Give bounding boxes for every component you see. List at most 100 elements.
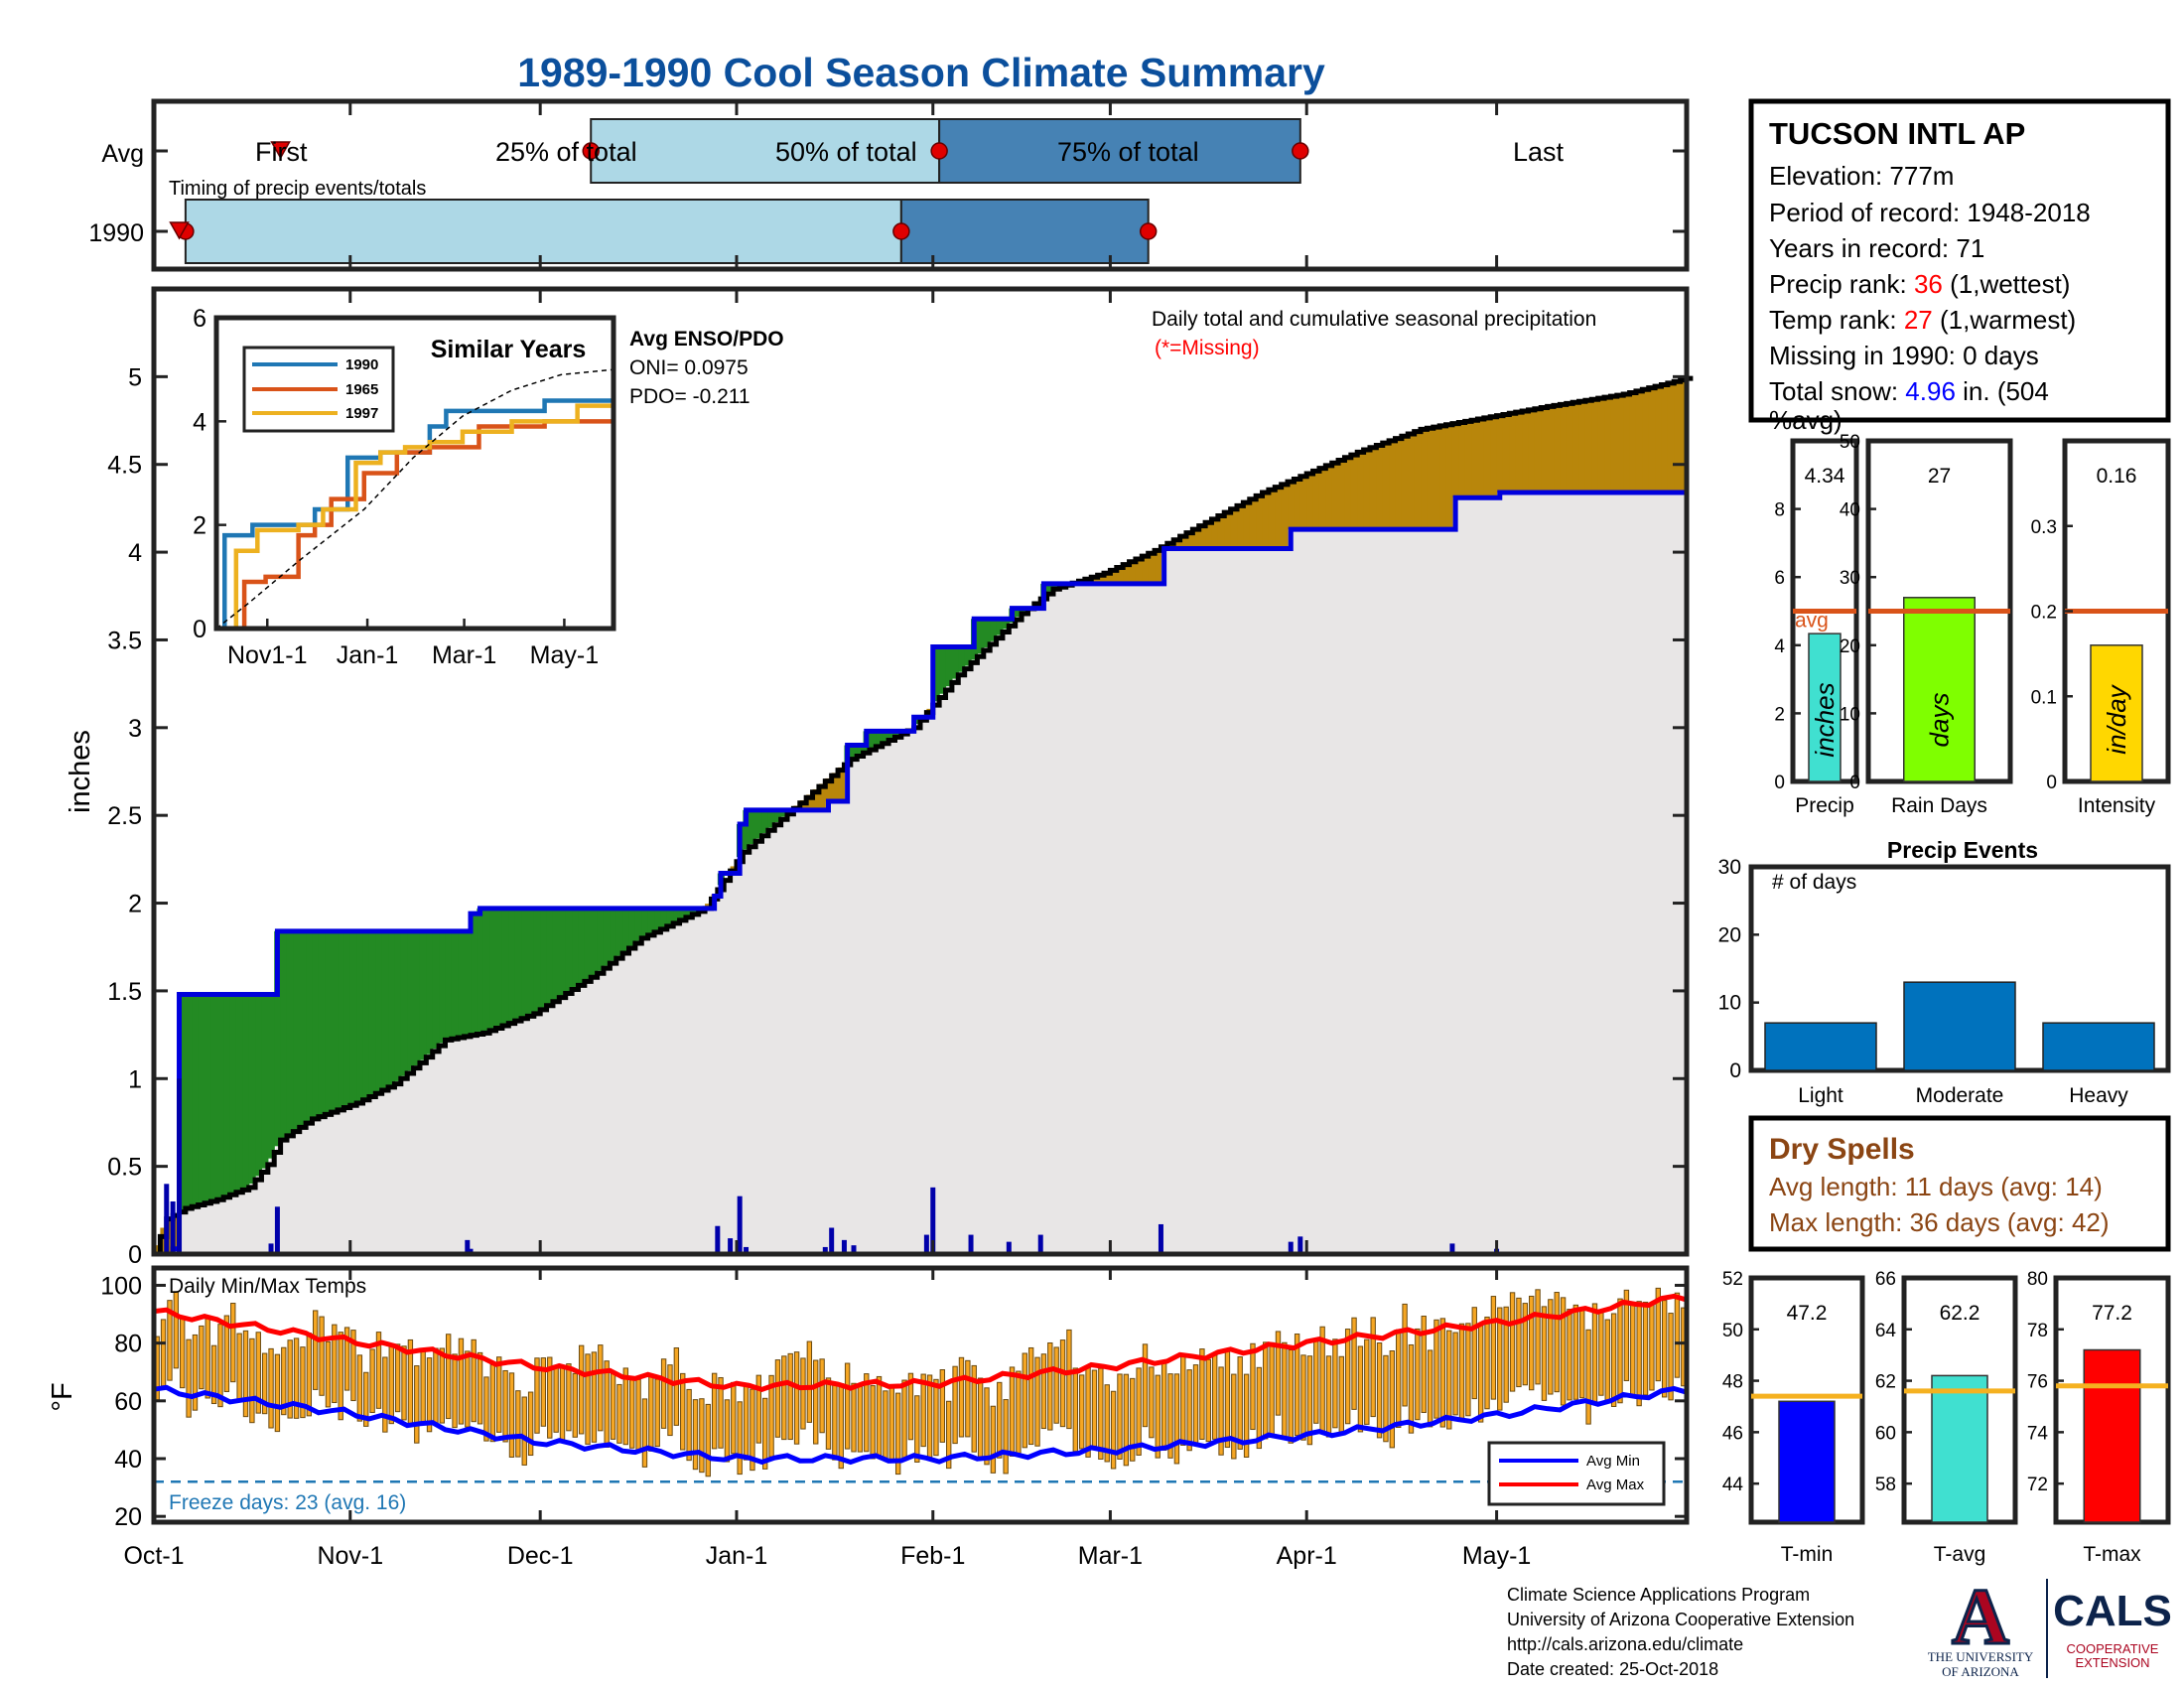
daily-temp-bar bbox=[648, 1374, 654, 1452]
daily-temp-bar bbox=[223, 1315, 230, 1392]
daily-precip-bar bbox=[841, 1239, 847, 1254]
daily-temp-bar bbox=[1433, 1319, 1439, 1419]
daily-temp-bar bbox=[1079, 1374, 1085, 1450]
summary-label-1: Rain Days bbox=[1891, 794, 1987, 817]
daily-temp-bar bbox=[1186, 1369, 1192, 1452]
deficit-fill-day bbox=[1496, 415, 1504, 493]
summary-value-2: 0.16 bbox=[2097, 465, 2137, 488]
date-xtick-label: Nov-1 bbox=[317, 1542, 383, 1570]
temp-summary-ytick-label-0: 52 bbox=[1722, 1269, 1743, 1290]
daily-temp-bar bbox=[888, 1386, 894, 1462]
surplus-fill-day bbox=[274, 930, 282, 1147]
temp-legend bbox=[1487, 1441, 1666, 1506]
daily-temp-bar bbox=[977, 1377, 984, 1461]
daily-temp-bar bbox=[1294, 1334, 1300, 1437]
daily-temp-bar bbox=[907, 1372, 914, 1441]
deficit-fill-day bbox=[1528, 409, 1536, 493]
surplus-fill-day bbox=[964, 646, 972, 666]
footer: Climate Science Applications Program Uni… bbox=[1507, 1573, 2172, 1680]
daily-precip-bar bbox=[1037, 1234, 1043, 1254]
daily-precip-bar bbox=[1449, 1243, 1455, 1254]
daily-temp-bar bbox=[933, 1378, 939, 1457]
station-box-frame bbox=[1748, 98, 2171, 423]
events-ytick-label: 0 bbox=[1729, 1059, 1741, 1082]
daily-temp-bar bbox=[274, 1353, 281, 1433]
surplus-fill-day bbox=[628, 908, 636, 946]
daily-temp-bar bbox=[1344, 1329, 1351, 1425]
daily-temp-bar bbox=[1098, 1367, 1104, 1460]
surplus-fill-day bbox=[679, 908, 687, 919]
main-ytick-label: 2 bbox=[128, 891, 142, 918]
daily-precip-bar bbox=[737, 1196, 743, 1254]
inset-ytick-label: 0 bbox=[193, 616, 206, 643]
surplus-fill-day bbox=[306, 930, 314, 1122]
daily-temp-bar bbox=[167, 1300, 173, 1381]
daily-temp-bar bbox=[1452, 1332, 1458, 1416]
daily-temp-bar bbox=[1402, 1303, 1408, 1407]
temp-summary-ytick-label-0: 46 bbox=[1722, 1423, 1743, 1444]
deficit-fill-day bbox=[1116, 566, 1124, 584]
daily-precip-bar bbox=[923, 1234, 929, 1254]
timing-subtitle: Timing of precip events/totals bbox=[169, 178, 426, 200]
deficit-fill-day bbox=[1610, 395, 1618, 493]
timing-box-25-50-1990 bbox=[184, 199, 902, 264]
events-bar-heavy bbox=[2042, 1022, 2155, 1071]
deficit-fill-day bbox=[1451, 423, 1459, 498]
summary-value-1: 27 bbox=[1928, 465, 1951, 488]
surplus-fill-day bbox=[615, 908, 623, 956]
surplus-fill-day bbox=[996, 619, 1004, 635]
daily-temp-bar bbox=[1674, 1292, 1681, 1378]
main-ytick-label: 2.5 bbox=[107, 802, 142, 830]
surplus-fill-day bbox=[876, 731, 884, 746]
surplus-fill-day bbox=[533, 908, 541, 1012]
daily-temp-bar bbox=[1040, 1353, 1047, 1430]
daily-temp-bar bbox=[1104, 1384, 1110, 1463]
surplus-fill-day bbox=[331, 930, 339, 1111]
surplus-fill-day bbox=[482, 908, 490, 1033]
surplus-fill-day bbox=[445, 930, 453, 1040]
deficit-fill-day bbox=[1211, 517, 1219, 549]
daily-temp-bar bbox=[990, 1405, 997, 1474]
inset-xtick-label: Nov1-1 bbox=[227, 641, 308, 669]
legend-1990-label: 1990 bbox=[345, 356, 378, 373]
daily-temp-bar bbox=[743, 1383, 750, 1461]
surplus-fill-day bbox=[1046, 583, 1054, 592]
daily-temp-bar bbox=[1376, 1342, 1383, 1439]
temperature-chart: 20 40 60 80 100 Oct-1 Nov-1 Dec-1 Jan-1 Feb-1 Mar-… bbox=[47, 1265, 1690, 1570]
daily-temp-bar bbox=[192, 1334, 199, 1411]
station-years: Years in record: 71 bbox=[1769, 233, 1984, 263]
events-ytick-label: 30 bbox=[1718, 856, 1741, 879]
main-ytick-label: 1 bbox=[128, 1065, 142, 1093]
daily-temp-bar bbox=[1173, 1373, 1180, 1465]
deficit-fill-day bbox=[1629, 391, 1637, 493]
deficit-fill-day bbox=[1338, 459, 1346, 530]
deficit-fill-day bbox=[1408, 432, 1416, 530]
surplus-fill-day bbox=[343, 930, 351, 1107]
temp-summary-bars: 47.2 T-min 44 46 48 50 52 62.2 T-avg 58 60 62 64 66 77… bbox=[1722, 1269, 2171, 1566]
temp-rank-value: 27 bbox=[1904, 305, 1933, 335]
timing-marker-p75-avg bbox=[1292, 142, 1309, 160]
daily-temp-bar bbox=[553, 1364, 559, 1433]
main-ytick-label: 4.5 bbox=[107, 452, 142, 480]
inset-frame bbox=[213, 315, 616, 632]
main-ytick-label: 4 bbox=[128, 539, 142, 567]
daily-temp-bar bbox=[724, 1399, 731, 1463]
surplus-fill-day bbox=[381, 930, 389, 1089]
missing-note: (*=Missing) bbox=[1155, 337, 1260, 359]
daily-temp-bar bbox=[540, 1357, 547, 1427]
deficit-fill-day bbox=[1350, 453, 1358, 530]
daily-temp-bar bbox=[1022, 1352, 1027, 1449]
surplus-fill-day bbox=[565, 908, 573, 992]
daily-temp-bar bbox=[1477, 1324, 1484, 1423]
deficit-fill-day bbox=[1376, 444, 1384, 530]
daily-precip-bar bbox=[170, 1200, 176, 1254]
daily-temp-bar bbox=[699, 1398, 705, 1474]
daily-temp-bar bbox=[1364, 1338, 1370, 1425]
daily-temp-bar bbox=[1439, 1318, 1446, 1428]
temp-summary-ytick-label-2: 78 bbox=[2027, 1321, 2048, 1341]
temp-summary-ytick-label-1: 62 bbox=[1875, 1372, 1896, 1393]
temp-ytick-label: 40 bbox=[114, 1446, 142, 1474]
daily-temp-bar bbox=[1548, 1299, 1554, 1395]
timing-75-label: 75% of total bbox=[1057, 137, 1199, 167]
